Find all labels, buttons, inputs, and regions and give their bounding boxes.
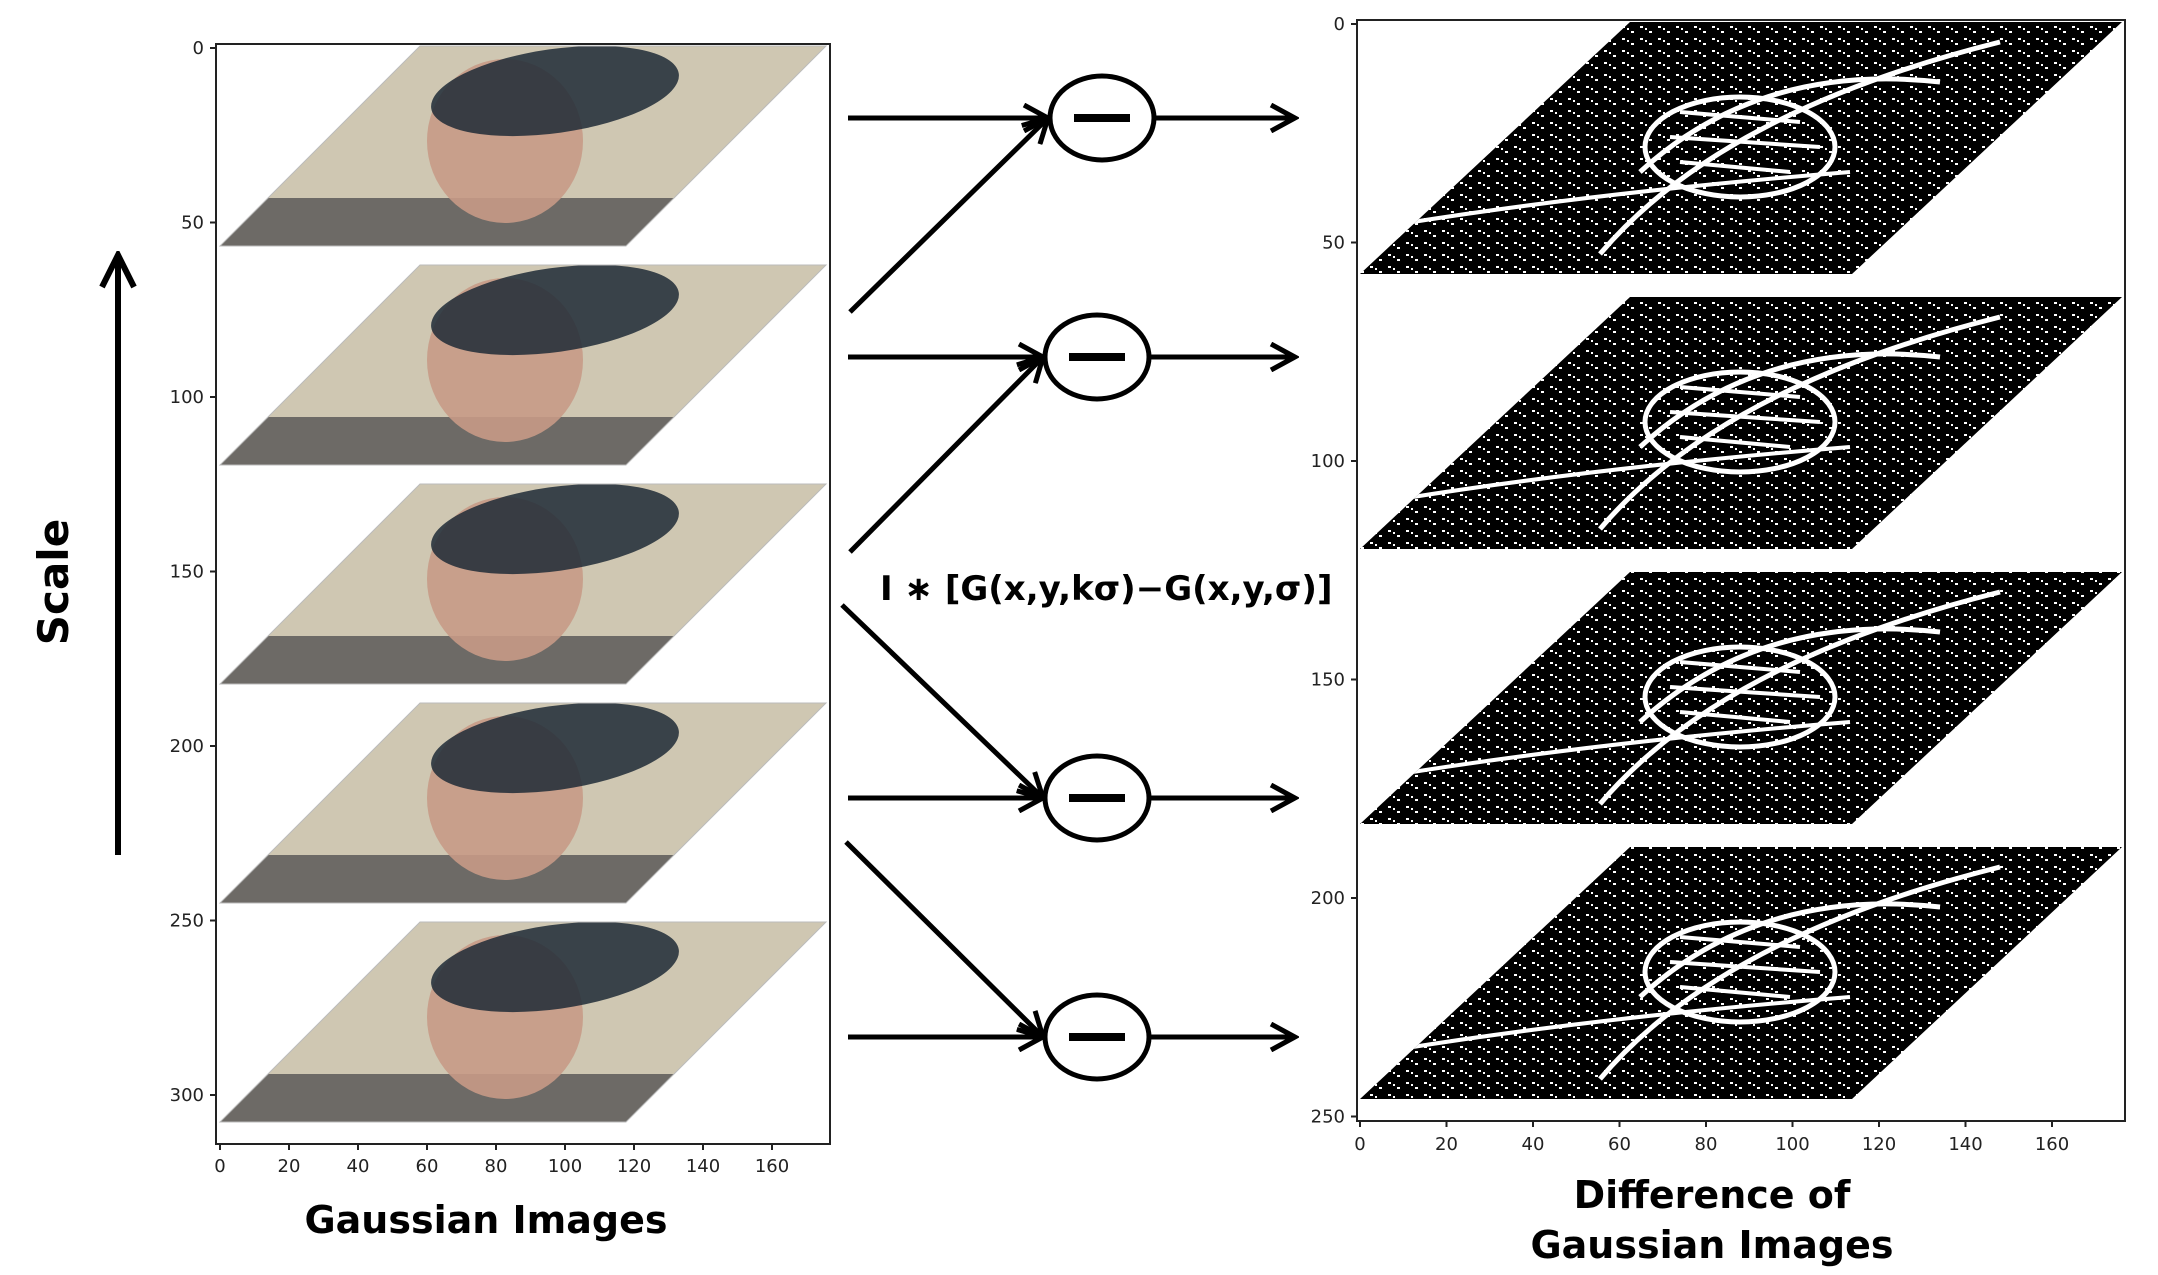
gaussian-x-tick-label: 140	[686, 1156, 720, 1177]
gaussian-image-2	[218, 264, 828, 466]
dog-caption-line2: Gaussian Images	[1530, 1223, 1893, 1267]
gaussian-y-tick-label: 250	[170, 911, 204, 932]
dog-y-tick-label: 100	[1311, 451, 1345, 472]
gaussian-x-tick-label: 100	[548, 1156, 582, 1177]
subtraction-operators	[840, 73, 1295, 1082]
gaussian-x-tick-label: 160	[755, 1156, 789, 1177]
dog-x-tick-label: 60	[1608, 1134, 1631, 1155]
gaussian-x-tick-label: 80	[485, 1156, 508, 1177]
gaussian-y-tick-label: 100	[170, 387, 204, 408]
dog-y-tick-label: 50	[1322, 233, 1345, 254]
gaussian-y-tick-label: 150	[170, 562, 204, 583]
subtract-operator-3	[840, 603, 1295, 843]
dog-y-tick-label: 0	[1334, 14, 1345, 35]
gaussian-x-tick-label: 120	[617, 1156, 651, 1177]
gaussian-x-tick-label: 20	[278, 1156, 301, 1177]
gaussian-y-tick-label: 0	[193, 38, 204, 59]
input-arrow	[840, 603, 1043, 798]
dog-y-tick-label: 250	[1311, 1107, 1345, 1128]
subtract-operator-1	[848, 73, 1295, 314]
subtract-operator-4	[844, 840, 1295, 1082]
gaussian-x-tick-label: 60	[416, 1156, 439, 1177]
input-arrow	[848, 357, 1043, 554]
dog-x-tick-label: 140	[1948, 1134, 1982, 1155]
input-arrow	[848, 118, 1048, 314]
dog-images-panel: 0 50 100 150 200 250 0 20 40 60 80 100 120 140 160 Di…	[1311, 14, 2126, 1267]
input-arrow	[844, 840, 1043, 1037]
gaussian-images-panel: 0 50 100 150 200 250 300 0 20 40 60 80 100 120 140 160…	[170, 38, 831, 1242]
dog-x-tick-label: 0	[1354, 1134, 1365, 1155]
dog-y-tick-label: 150	[1311, 670, 1345, 691]
subtract-operator-2	[848, 312, 1295, 554]
scale-label: Scale	[29, 519, 78, 645]
dog-x-tick-label: 120	[1862, 1134, 1896, 1155]
dog-x-tick-label: 160	[2035, 1134, 2069, 1155]
gaussian-y-tick-label: 300	[170, 1085, 204, 1106]
gaussian-x-tick-label: 0	[214, 1156, 225, 1177]
gaussian-y-tick-label: 200	[170, 736, 204, 757]
dog-y-tick-label: 200	[1311, 888, 1345, 909]
dog-x-tick-label: 20	[1435, 1134, 1458, 1155]
gaussian-x-tick-label: 40	[347, 1156, 370, 1177]
scale-indicator: Scale	[29, 255, 118, 855]
gaussian-y-tick-label: 50	[181, 213, 204, 234]
dog-caption-line1: Difference of	[1574, 1173, 1851, 1217]
dog-x-tick-label: 80	[1695, 1134, 1718, 1155]
dog-formula: I ∗ [G(x,y,kσ)−G(x,y,σ)]	[880, 569, 1333, 609]
dog-x-tick-label: 100	[1775, 1134, 1809, 1155]
gaussian-images-caption: Gaussian Images	[304, 1198, 667, 1242]
dog-x-tick-label: 40	[1522, 1134, 1545, 1155]
